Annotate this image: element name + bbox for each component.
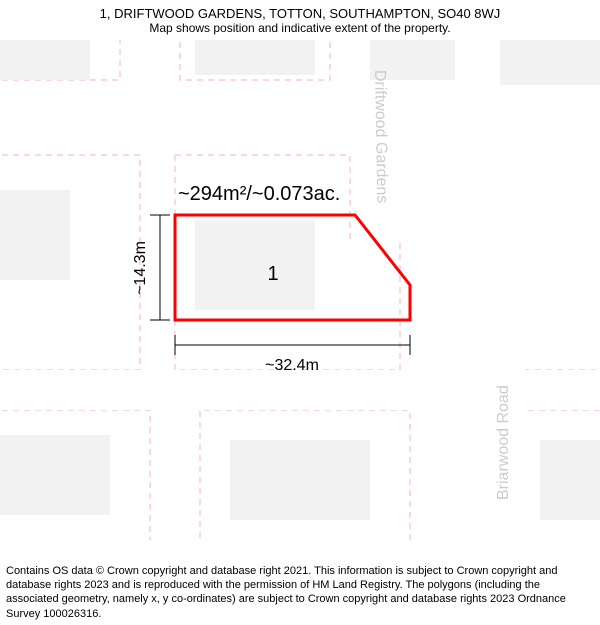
page-title: 1, DRIFTWOOD GARDENS, TOTTON, SOUTHAMPTO… [10,6,590,21]
street-label-briarwood: Briarwood Road [495,385,512,500]
footer-copyright: Contains OS data © Crown copyright and d… [6,564,594,621]
page-subtitle: Map shows position and indicative extent… [10,21,590,35]
height-label: ~14.3m [132,241,149,295]
map-container: Driftwood Gardens Briarwood Road 1 ~294m… [0,40,600,540]
street-label-driftwood: Driftwood Gardens [371,70,390,204]
house-number: 1 [267,263,278,285]
header: 1, DRIFTWOOD GARDENS, TOTTON, SOUTHAMPTO… [0,0,600,37]
area-label: ~294m²/~0.073ac. [178,183,340,205]
width-label: ~32.4m [265,357,319,374]
property-map: Driftwood Gardens Briarwood Road 1 ~294m… [0,40,600,540]
